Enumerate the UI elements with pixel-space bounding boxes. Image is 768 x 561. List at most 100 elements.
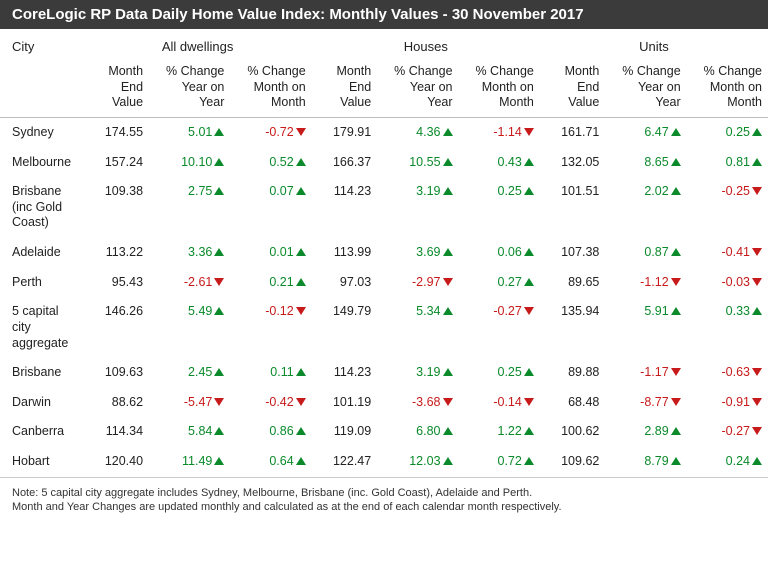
pct-cell: 0.52 xyxy=(230,148,311,178)
triangle-up-icon xyxy=(214,187,224,195)
triangle-up-icon xyxy=(524,368,534,376)
pct-cell: -1.12 xyxy=(605,268,686,298)
value-cell: 68.48 xyxy=(540,388,606,418)
triangle-up-icon xyxy=(752,307,762,315)
pct-cell: 12.03 xyxy=(377,447,458,477)
pct-cell: -0.91 xyxy=(687,388,768,418)
triangle-down-icon xyxy=(752,248,762,256)
group-all-dwellings: All dwellings xyxy=(84,29,312,58)
pct-cell: -0.41 xyxy=(687,238,768,268)
triangle-up-icon xyxy=(524,248,534,256)
triangle-up-icon xyxy=(524,427,534,435)
pct-cell: 0.25 xyxy=(459,358,540,388)
triangle-up-icon xyxy=(671,427,681,435)
pct-cell: -8.77 xyxy=(605,388,686,418)
pct-cell: -0.27 xyxy=(687,417,768,447)
pct-cell: 4.36 xyxy=(377,117,458,147)
pct-cell: 5.84 xyxy=(149,417,230,447)
value-cell: 109.63 xyxy=(84,358,150,388)
pct-cell: 0.21 xyxy=(230,268,311,298)
sub-yoy: % Change Year on Year xyxy=(149,58,230,117)
table-row: Sydney174.555.01-0.72179.914.36-1.14161.… xyxy=(0,117,768,147)
triangle-up-icon xyxy=(524,278,534,286)
pct-cell: 0.81 xyxy=(687,148,768,178)
pct-cell: 0.06 xyxy=(459,238,540,268)
pct-cell: 1.22 xyxy=(459,417,540,447)
triangle-up-icon xyxy=(296,187,306,195)
pct-cell: 3.69 xyxy=(377,238,458,268)
value-cell: 122.47 xyxy=(312,447,378,477)
sub-mom: % Change Month on Month xyxy=(459,58,540,117)
value-cell: 88.62 xyxy=(84,388,150,418)
triangle-up-icon xyxy=(214,128,224,136)
triangle-up-icon xyxy=(671,187,681,195)
value-cell: 179.91 xyxy=(312,117,378,147)
triangle-up-icon xyxy=(443,128,453,136)
triangle-down-icon xyxy=(671,278,681,286)
triangle-down-icon xyxy=(214,278,224,286)
triangle-down-icon xyxy=(524,398,534,406)
triangle-down-icon xyxy=(752,398,762,406)
city-cell: Brisbane xyxy=(0,358,84,388)
pct-cell: -0.27 xyxy=(459,297,540,358)
triangle-up-icon xyxy=(671,457,681,465)
triangle-down-icon xyxy=(671,398,681,406)
pct-cell: -0.03 xyxy=(687,268,768,298)
pct-cell: 2.89 xyxy=(605,417,686,447)
triangle-up-icon xyxy=(524,158,534,166)
triangle-up-icon xyxy=(214,158,224,166)
value-cell: 113.99 xyxy=(312,238,378,268)
sub-mev: Month End Value xyxy=(540,58,606,117)
pct-cell: -0.12 xyxy=(230,297,311,358)
value-cell: 101.51 xyxy=(540,177,606,238)
pct-cell: 0.86 xyxy=(230,417,311,447)
footnote-line: Note: 5 capital city aggregate includes … xyxy=(12,486,756,501)
triangle-down-icon xyxy=(296,307,306,315)
pct-cell: 11.49 xyxy=(149,447,230,477)
pct-cell: 2.75 xyxy=(149,177,230,238)
city-cell: Melbourne xyxy=(0,148,84,178)
group-header-row: City All dwellings Houses Units xyxy=(0,29,768,58)
pct-cell: 3.19 xyxy=(377,358,458,388)
city-cell: Brisbane (inc Gold Coast) xyxy=(0,177,84,238)
table-row: 5 capital city aggregate146.265.49-0.121… xyxy=(0,297,768,358)
value-cell: 101.19 xyxy=(312,388,378,418)
triangle-up-icon xyxy=(443,248,453,256)
pct-cell: -2.61 xyxy=(149,268,230,298)
value-cell: 161.71 xyxy=(540,117,606,147)
sub-mom: % Change Month on Month xyxy=(687,58,768,117)
triangle-down-icon xyxy=(524,307,534,315)
report-title: CoreLogic RP Data Daily Home Value Index… xyxy=(0,0,768,29)
triangle-up-icon xyxy=(752,158,762,166)
table-row: Hobart120.4011.490.64122.4712.030.72109.… xyxy=(0,447,768,477)
pct-cell: 0.87 xyxy=(605,238,686,268)
value-cell: 89.88 xyxy=(540,358,606,388)
city-cell: Adelaide xyxy=(0,238,84,268)
table-row: Perth95.43-2.610.2197.03-2.970.2789.65-1… xyxy=(0,268,768,298)
group-houses: Houses xyxy=(312,29,540,58)
value-cell: 109.38 xyxy=(84,177,150,238)
pct-cell: 0.43 xyxy=(459,148,540,178)
city-cell: Sydney xyxy=(0,117,84,147)
pct-cell: 6.47 xyxy=(605,117,686,147)
pct-cell: 8.65 xyxy=(605,148,686,178)
pct-cell: 0.64 xyxy=(230,447,311,477)
pct-cell: -1.17 xyxy=(605,358,686,388)
triangle-up-icon xyxy=(443,457,453,465)
triangle-up-icon xyxy=(524,457,534,465)
pct-cell: -5.47 xyxy=(149,388,230,418)
city-cell: Darwin xyxy=(0,388,84,418)
sub-yoy: % Change Year on Year xyxy=(377,58,458,117)
pct-cell: -1.14 xyxy=(459,117,540,147)
pct-cell: 6.80 xyxy=(377,417,458,447)
triangle-up-icon xyxy=(671,128,681,136)
triangle-up-icon xyxy=(296,427,306,435)
pct-cell: -0.72 xyxy=(230,117,311,147)
pct-cell: 0.11 xyxy=(230,358,311,388)
table-row: Adelaide113.223.360.01113.993.690.06107.… xyxy=(0,238,768,268)
pct-cell: 5.34 xyxy=(377,297,458,358)
triangle-down-icon xyxy=(752,187,762,195)
city-cell: Perth xyxy=(0,268,84,298)
pct-cell: 0.33 xyxy=(687,297,768,358)
triangle-up-icon xyxy=(752,128,762,136)
